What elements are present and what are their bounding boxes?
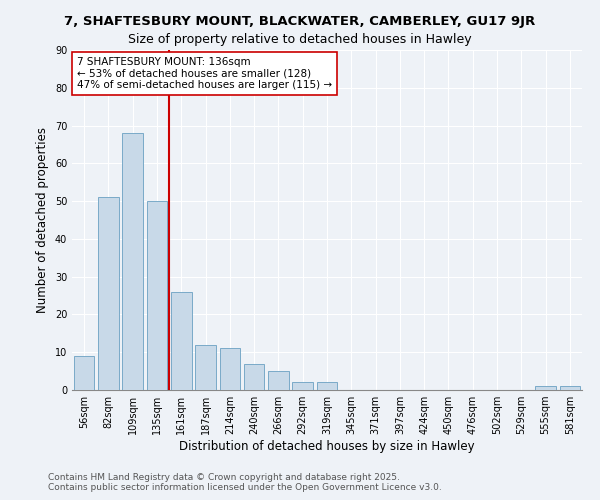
Bar (74, 356, 94, 390)
Bar (292, 382, 313, 390)
Bar (244, 364, 265, 390)
Bar (220, 348, 240, 390)
Text: Size of property relative to detached houses in Hawley: Size of property relative to detached ho… (128, 32, 472, 46)
X-axis label: Distribution of detached houses by size in Hawley: Distribution of detached houses by size … (179, 440, 475, 453)
Bar (171, 292, 191, 390)
Y-axis label: Number of detached properties: Number of detached properties (36, 127, 49, 313)
Bar (146, 201, 167, 390)
Text: Contains HM Land Registry data © Crown copyright and database right 2025.
Contai: Contains HM Land Registry data © Crown c… (48, 473, 442, 492)
Text: 7 SHAFTESBURY MOUNT: 136sqm
← 53% of detached houses are smaller (128)
47% of se: 7 SHAFTESBURY MOUNT: 136sqm ← 53% of det… (77, 57, 332, 90)
Bar (122, 133, 143, 390)
Bar (98, 198, 119, 390)
Bar (268, 371, 289, 390)
Bar (317, 382, 337, 390)
Bar (195, 344, 216, 390)
Bar (535, 386, 556, 390)
Bar (560, 386, 580, 390)
Text: 7, SHAFTESBURY MOUNT, BLACKWATER, CAMBERLEY, GU17 9JR: 7, SHAFTESBURY MOUNT, BLACKWATER, CAMBER… (64, 15, 536, 28)
